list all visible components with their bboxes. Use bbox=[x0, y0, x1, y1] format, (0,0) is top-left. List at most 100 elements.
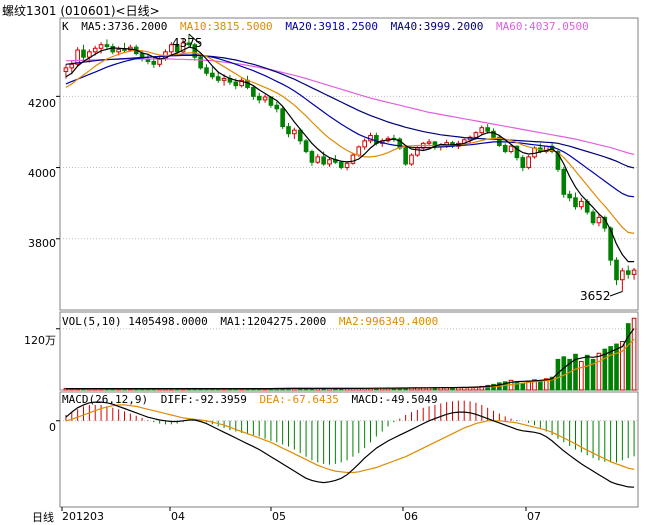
macd-legend: MACD(26,12,9) DIFF:-92.3959 DEA:-67.6435… bbox=[62, 393, 444, 406]
diff-line bbox=[65, 401, 635, 488]
ma20-legend: MA20:3918.2500 bbox=[285, 20, 379, 33]
volume-bar bbox=[485, 384, 490, 391]
ma20-line bbox=[65, 54, 635, 198]
x-tick-07: 07 bbox=[527, 510, 541, 523]
ma10-line bbox=[65, 49, 635, 234]
candle-body bbox=[625, 270, 631, 275]
candle-body bbox=[69, 63, 75, 69]
candle-body bbox=[315, 156, 321, 163]
candle-body bbox=[608, 227, 613, 261]
high-annotation: 4375 bbox=[172, 36, 203, 50]
volume-bar bbox=[614, 343, 619, 391]
volume-ma2-line bbox=[65, 338, 635, 390]
candle-body bbox=[502, 144, 508, 153]
candle-body bbox=[286, 126, 291, 135]
candle-body bbox=[620, 270, 625, 281]
candle-body bbox=[590, 211, 596, 224]
ma5-line bbox=[65, 46, 635, 263]
period-label: 日线 bbox=[32, 511, 54, 524]
candle-body bbox=[98, 44, 104, 49]
low-marker-arrow bbox=[609, 291, 623, 297]
volume-legend: VOL(5,10) 1405498.0000 MA1:1204275.2000 … bbox=[62, 315, 444, 328]
kline-legend: K MA5:3736.2000 MA10:3815.5000 MA20:3918… bbox=[62, 20, 595, 33]
volume-ma1-line bbox=[65, 328, 635, 390]
volume-bar bbox=[532, 379, 537, 391]
candle-body bbox=[426, 141, 432, 144]
candle-body bbox=[192, 44, 198, 58]
macd-legend-dea: DEA:-67.6435 bbox=[259, 393, 339, 406]
volume-bar bbox=[620, 341, 625, 391]
candle-body bbox=[409, 154, 414, 165]
candle-body bbox=[579, 200, 584, 208]
candle-body bbox=[204, 67, 209, 74]
macd-legend-params: MACD(26,12,9) bbox=[62, 393, 149, 406]
candle-body bbox=[186, 42, 192, 46]
candle-body bbox=[614, 259, 619, 281]
volume-bar bbox=[608, 346, 613, 391]
volume-bar bbox=[579, 360, 584, 391]
price-tick-3800: 3800 bbox=[28, 237, 56, 250]
candle-body bbox=[215, 76, 221, 81]
price-tick-4000: 4000 bbox=[28, 167, 56, 180]
price-panel-frame bbox=[59, 17, 639, 311]
candle-body bbox=[344, 162, 350, 169]
price-tick-4200: 4200 bbox=[28, 97, 56, 110]
candle-body bbox=[508, 145, 514, 153]
candle-body bbox=[473, 132, 479, 138]
candle-body bbox=[303, 140, 309, 153]
candle-body bbox=[292, 129, 297, 135]
candle-body bbox=[256, 95, 262, 101]
volume-bar bbox=[573, 353, 578, 391]
volume-bar bbox=[602, 348, 608, 391]
candle-body bbox=[87, 51, 92, 58]
candle-body bbox=[309, 151, 315, 163]
volume-bar bbox=[584, 354, 590, 391]
candle-body bbox=[514, 145, 520, 159]
candle-body bbox=[491, 130, 496, 138]
candle-body bbox=[631, 269, 637, 275]
candle-body bbox=[485, 127, 490, 132]
candle-body bbox=[122, 48, 127, 51]
kline-legend-prefix: K bbox=[62, 20, 69, 33]
volume-tick-label: 120万 bbox=[24, 334, 56, 347]
candle-body bbox=[116, 48, 121, 53]
candle-body bbox=[221, 78, 227, 81]
candle-body bbox=[362, 140, 367, 148]
candle-body bbox=[169, 44, 174, 53]
candle-body bbox=[81, 49, 86, 58]
chart-title: 螺纹1301 (010601)<日线> bbox=[2, 4, 160, 18]
low-annotation: 3652 bbox=[580, 289, 611, 303]
volume-bar bbox=[625, 323, 631, 391]
x-tick-201203: 201203 bbox=[62, 510, 104, 523]
x-tick-05: 05 bbox=[272, 510, 286, 523]
volume-bar bbox=[596, 352, 602, 391]
candle-body bbox=[180, 42, 186, 53]
candle-body bbox=[403, 147, 408, 165]
candle-body bbox=[151, 60, 157, 65]
macd-panel-frame bbox=[59, 391, 639, 508]
candle-body bbox=[555, 151, 561, 170]
volume-bar bbox=[549, 376, 555, 391]
candle-body bbox=[479, 127, 485, 134]
volume-bar bbox=[567, 358, 572, 391]
volume-bar bbox=[561, 356, 567, 391]
volume-bar bbox=[590, 358, 596, 391]
candle-body bbox=[63, 67, 69, 72]
volume-bar bbox=[631, 317, 637, 391]
candle-body bbox=[327, 159, 332, 165]
volume-legend-ma1: MA1:1204275.2000 bbox=[220, 315, 327, 328]
candle-body bbox=[251, 86, 256, 97]
x-tick-06: 06 bbox=[404, 510, 418, 523]
candle-body bbox=[520, 157, 526, 169]
candle-body bbox=[297, 129, 303, 142]
volume-bar bbox=[543, 378, 549, 391]
volume-bar bbox=[514, 381, 520, 391]
macd-tick-zero: 0 bbox=[49, 421, 56, 434]
candle-body bbox=[198, 56, 203, 69]
candle-body bbox=[262, 96, 268, 101]
candle-body bbox=[233, 81, 239, 87]
high-marker-arrow bbox=[188, 33, 201, 45]
candle-body bbox=[210, 72, 215, 78]
volume-legend-ma2: MA2:996349.4000 bbox=[338, 315, 439, 328]
candle-body bbox=[280, 108, 285, 128]
